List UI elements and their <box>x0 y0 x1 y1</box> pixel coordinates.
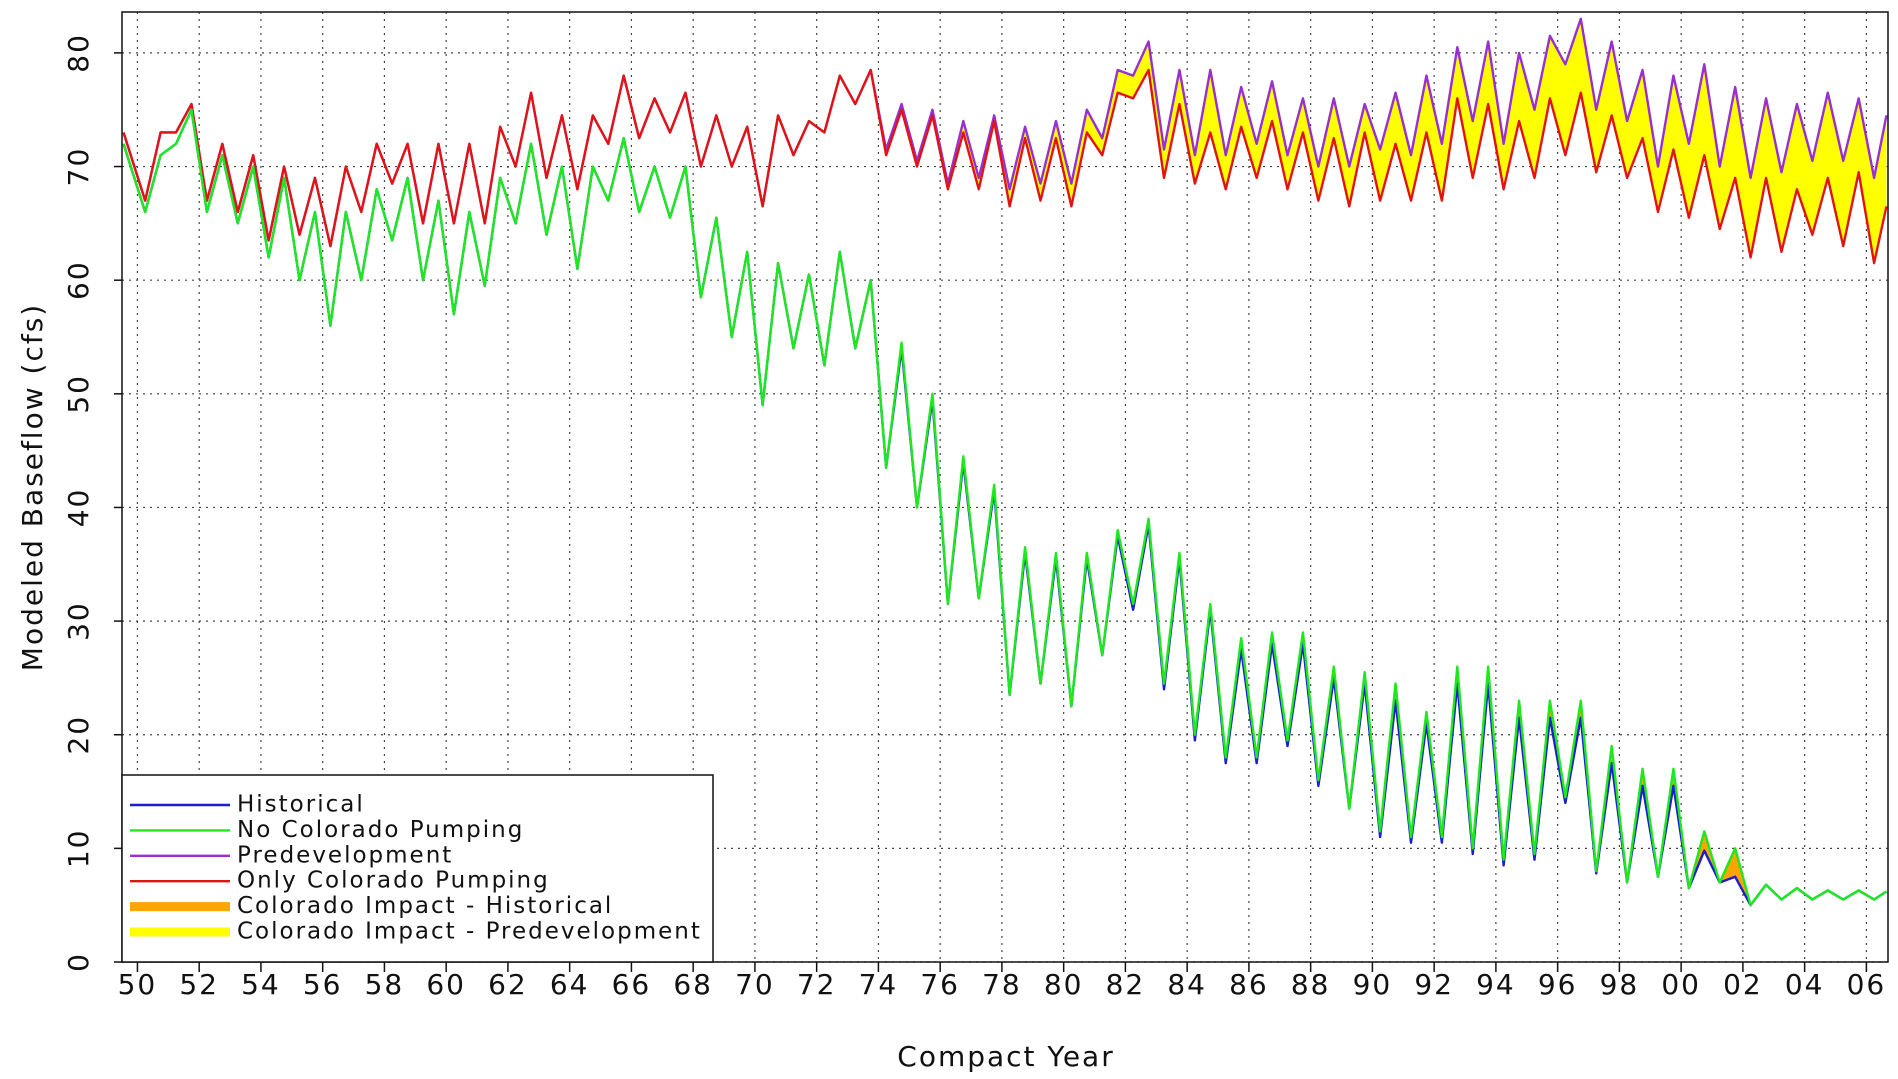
impact-area <box>123 18 1887 264</box>
y-axis-title: Modeled Baseflow (cfs) <box>16 303 49 671</box>
x-tick-label: 82 <box>1106 968 1146 1001</box>
x-tick-label: 98 <box>1600 968 1640 1001</box>
x-tick-label: 52 <box>179 968 219 1001</box>
x-tick-label: 96 <box>1538 968 1578 1001</box>
series-line <box>122 68 1888 265</box>
x-tick-label: 88 <box>1291 968 1331 1001</box>
x-tick-label: 90 <box>1353 968 1393 1001</box>
x-tick-label: 02 <box>1723 968 1763 1001</box>
x-tick-label: 68 <box>673 968 713 1001</box>
x-tick-label: 72 <box>797 968 837 1001</box>
x-tick-label: 64 <box>550 968 590 1001</box>
legend-label: Only Colorado Pumping <box>237 868 550 894</box>
x-tick-label: 92 <box>1414 968 1454 1001</box>
x-tick-label: 66 <box>612 968 652 1001</box>
legend-label: Predevelopment <box>237 842 453 868</box>
y-tick-label: 60 <box>62 260 95 300</box>
y-tick-label: 0 <box>62 952 95 972</box>
x-tick-label: 84 <box>1167 968 1207 1001</box>
y-tick-label: 50 <box>62 374 95 414</box>
legend-label: Colorado Impact - Historical <box>237 893 613 919</box>
x-tick-label: 74 <box>859 968 899 1001</box>
x-tick-label: 78 <box>982 968 1022 1001</box>
x-tick-label: 04 <box>1785 968 1825 1001</box>
x-tick-label: 70 <box>735 968 775 1001</box>
y-tick-label: 20 <box>62 715 95 755</box>
y-tick-label: 10 <box>62 829 95 869</box>
x-axis-title: Compact Year <box>897 1040 1114 1073</box>
x-tick-label: 58 <box>365 968 405 1001</box>
x-tick-label: 76 <box>920 968 960 1001</box>
y-tick-label: 80 <box>62 33 95 73</box>
x-tick-label: 80 <box>1044 968 1084 1001</box>
x-tick-label: 50 <box>118 968 158 1001</box>
x-tick-label: 94 <box>1476 968 1516 1001</box>
series-line <box>122 108 1888 907</box>
x-tick-label: 54 <box>241 968 281 1001</box>
x-tick-label: 60 <box>426 968 466 1001</box>
legend-label: No Colorado Pumping <box>237 817 524 843</box>
plot-frame <box>121 11 1889 963</box>
y-tick-label: 30 <box>62 601 95 641</box>
x-tick-label: 06 <box>1847 968 1887 1001</box>
y-tick-label: 40 <box>62 488 95 528</box>
x-tick-label: 86 <box>1229 968 1269 1001</box>
legend-label: Colorado Impact - Predevelopment <box>237 919 702 945</box>
legend-label: Historical <box>237 792 365 818</box>
x-tick-label: 00 <box>1661 968 1701 1001</box>
y-tick-label: 70 <box>62 147 95 187</box>
x-tick-label: 62 <box>488 968 528 1001</box>
x-tick-label: 56 <box>303 968 343 1001</box>
